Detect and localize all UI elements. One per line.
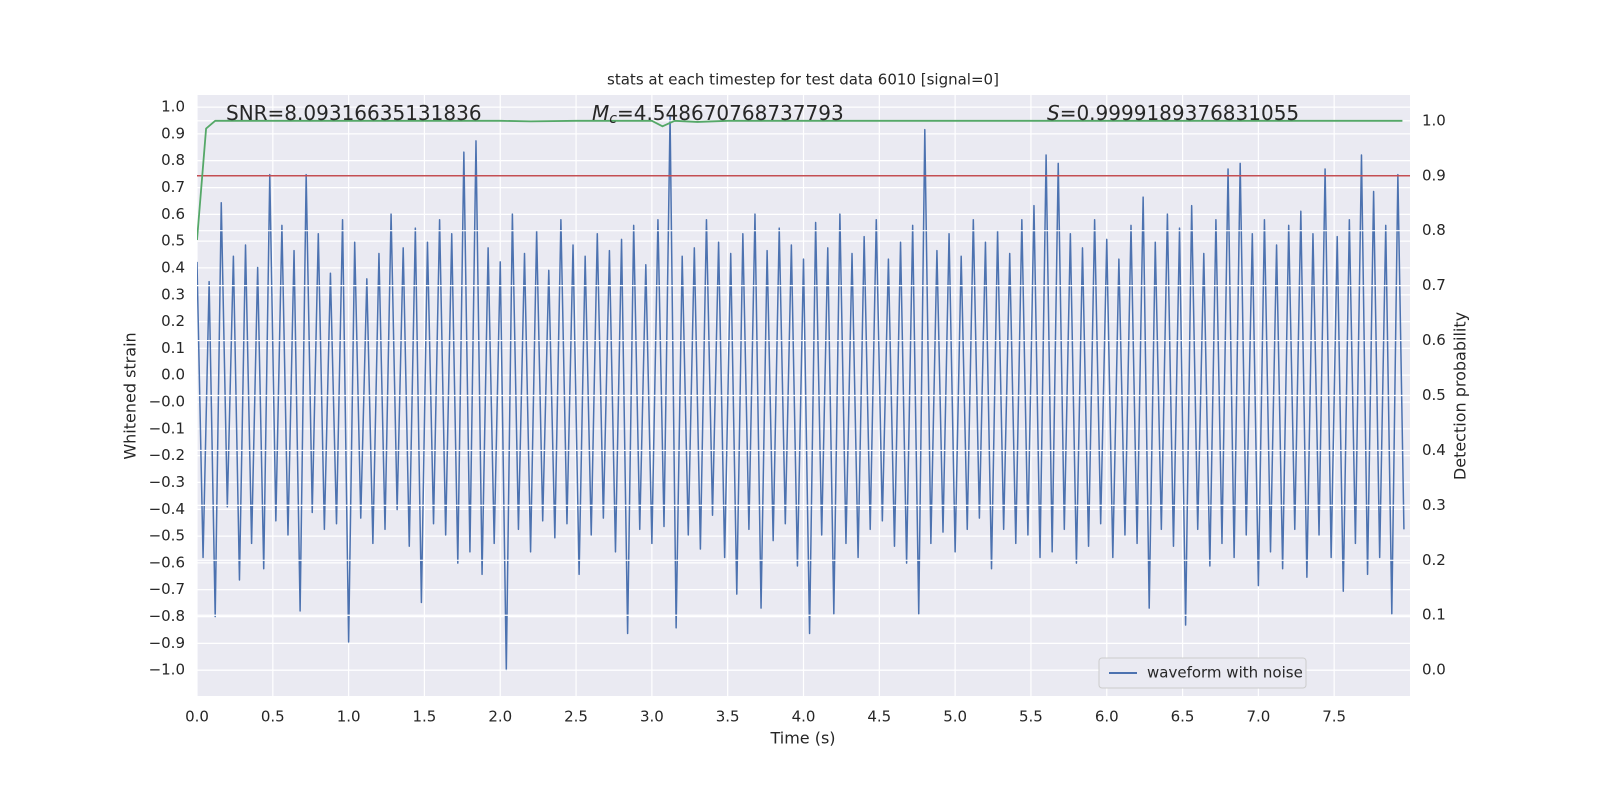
y2-tick-label: 0.3	[1422, 496, 1446, 514]
y-tick-label: 1.0	[161, 98, 185, 116]
legend-label: waveform with noise	[1147, 664, 1303, 682]
annotation-subscript: c	[609, 111, 617, 127]
x-tick-label: 6.0	[1095, 708, 1119, 726]
y-tick-label: −0.1	[149, 419, 185, 437]
x-tick-label: 3.5	[716, 708, 740, 726]
y-tick-label: 0.7	[161, 178, 185, 196]
y-tick-label: −0.0	[149, 393, 185, 411]
y-tick-label: −0.9	[149, 634, 185, 652]
annotation-text: =4.548670768737793	[617, 101, 844, 125]
y2-tick-label: 0.4	[1422, 441, 1446, 459]
y-tick-label: 0.2	[161, 312, 185, 330]
y2-tick-label: 0.2	[1422, 551, 1446, 569]
y-tick-label: −0.4	[149, 500, 185, 518]
y-tick-label: 0.8	[161, 151, 185, 169]
line-series	[197, 114, 1405, 671]
y2-tick-label: 0.9	[1422, 166, 1446, 184]
x-tick-label: 1.0	[337, 708, 361, 726]
y-tick-label: −0.6	[149, 553, 185, 571]
x-tick-label: 0.0	[185, 708, 209, 726]
x-tick-label: 7.5	[1322, 708, 1346, 726]
y2-tick-label: 0.7	[1422, 276, 1446, 294]
legend-box	[1098, 657, 1307, 689]
y-tick-label: −0.8	[149, 607, 185, 625]
y2-tick-label: 0.6	[1422, 331, 1446, 349]
annotation-text: =0.9999189376831055	[1060, 101, 1299, 125]
x-tick-label: 0.5	[261, 708, 285, 726]
y2-tick-label: 0.5	[1422, 386, 1446, 404]
annotation-symbol: M	[592, 101, 609, 125]
y-tick-label: −0.3	[149, 473, 185, 491]
x-tick-label: 6.5	[1171, 708, 1195, 726]
annotation: S=0.9999189376831055	[1047, 101, 1299, 125]
y-tick-label: 0.9	[161, 124, 185, 142]
annotation: Mc=4.548670768737793	[592, 101, 844, 128]
y-tick-label: 0.3	[161, 285, 185, 303]
annotation-text: SNR=8.09316635131836	[226, 101, 482, 125]
x-tick-label: 7.0	[1246, 708, 1270, 726]
y-tick-label: 0.6	[161, 205, 185, 223]
y-tick-label: 0.1	[161, 339, 185, 357]
y2-tick-label: 0.1	[1422, 606, 1446, 624]
y-tick-label: 0.4	[161, 258, 185, 276]
y-tick-label: −0.2	[149, 446, 185, 464]
annotation: SNR=8.09316635131836	[226, 101, 482, 125]
y-tick-label: −0.7	[149, 580, 185, 598]
x-tick-label: 4.0	[792, 708, 816, 726]
x-tick-label: 4.5	[867, 708, 891, 726]
y-axis-label: Whitened strain	[121, 332, 140, 459]
y-tick-label: −0.5	[149, 527, 185, 545]
y2-tick-label: 0.0	[1422, 661, 1446, 679]
y-tick-label: −1.0	[149, 661, 185, 679]
x-tick-label: 5.0	[943, 708, 967, 726]
x-axis-label: Time (s)	[769, 729, 835, 748]
y-tick-label: 0.0	[161, 366, 185, 384]
annotation-symbol: S	[1047, 101, 1060, 125]
y2-axis-label: Detection probability	[1451, 312, 1470, 480]
x-tick-label: 3.0	[640, 708, 664, 726]
x-tick-label: 1.5	[413, 708, 437, 726]
x-tick-label: 2.0	[488, 708, 512, 726]
y-tick-label: 0.5	[161, 232, 185, 250]
y2-tick-label: 0.8	[1422, 221, 1446, 239]
line-series	[197, 119, 1403, 241]
chart-title: stats at each timestep for test data 601…	[607, 71, 999, 89]
y2-tick-label: 1.0	[1422, 111, 1446, 129]
x-tick-label: 5.5	[1019, 708, 1043, 726]
x-tick-label: 2.5	[564, 708, 588, 726]
